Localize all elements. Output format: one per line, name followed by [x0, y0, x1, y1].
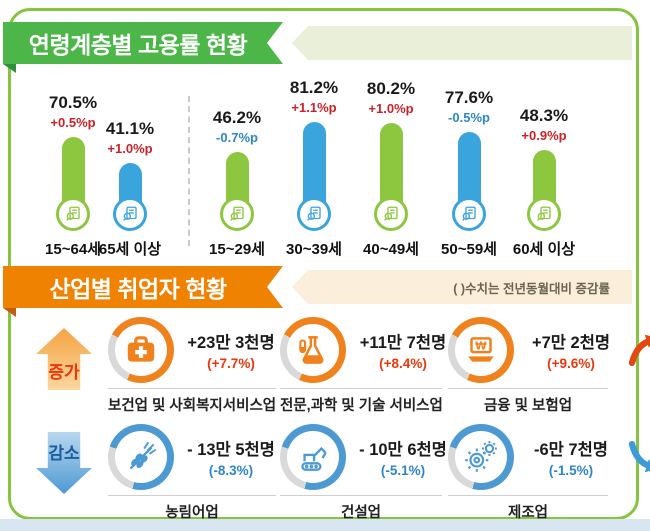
bar-col-50-59: 77.6% -0.5%p 50~59세: [427, 78, 511, 258]
excavator-icon: [280, 424, 346, 490]
bar-label: 65세 이상: [98, 241, 162, 258]
report-magnifier-icon: [297, 197, 331, 231]
industry-change: (-1.5%): [548, 463, 594, 478]
industry-label: 전문,과학 및 기술 서비스업: [280, 398, 443, 414]
medical-bag-icon: [108, 317, 174, 383]
report-magnifier-icon: [220, 197, 254, 231]
bar-capsule: [113, 163, 147, 231]
bar-col-30-39: 81.2% +1.1%p 30~39세: [272, 78, 356, 258]
bar-col-65plus: 41.1% +1.0%p 65세 이상: [88, 78, 172, 258]
industry-change: (+9.6%): [547, 356, 595, 371]
industry-change: (-8.3%): [208, 463, 254, 478]
industry-value: +7만 2천명: [531, 334, 611, 352]
report-magnifier-icon: [113, 197, 147, 231]
svg-text:₩: ₩: [475, 340, 487, 352]
industry-value: +23만 3천명: [187, 334, 275, 352]
age-section-title: 연령계층별 고용률 현황: [28, 32, 248, 58]
industry-label: 제조업: [507, 505, 549, 521]
report-magnifier-icon: [527, 197, 561, 231]
bar-group-divider: [188, 96, 190, 246]
card-divider: [108, 388, 276, 389]
bar-value: 46.2%: [212, 108, 262, 127]
bar-col-60plus: 48.3% +0.9%p 60세 이상: [502, 78, 586, 258]
industry-label: 건설업: [340, 505, 382, 521]
outer-border: [8, 8, 639, 520]
industry-card-agriculture: - 13만 5천명 (-8.3%) 농림어업: [108, 424, 319, 522]
bar-value: 41.1%: [105, 119, 155, 138]
report-magnifier-icon: [452, 197, 486, 231]
bar-capsule: [452, 132, 486, 231]
industry-banner-strip: ( )수치는 전년동월대비 증감률: [292, 270, 632, 304]
industry-section-title: 산업별 취업자 현황: [49, 276, 227, 302]
bar-label: 30~39세: [286, 241, 342, 258]
bar-label: 40~49세: [363, 241, 419, 258]
bar-col-40-49: 80.2% +1.0%p 40~49세: [349, 78, 433, 258]
increase-label: 증가: [48, 362, 80, 382]
industry-card-construction: - 10만 6천명 (-5.1%) 건설업: [280, 424, 491, 522]
industry-value: +11만 7천명: [359, 334, 447, 352]
industry-card-science: +11만 7천명 (+8.4%) 전문,과학 및 기술 서비스업: [280, 317, 491, 415]
card-divider: [108, 495, 276, 496]
industry-value: - 10만 6천명: [359, 441, 447, 459]
bar-change: -0.7%p: [216, 130, 258, 145]
bar-capsule: [56, 137, 90, 231]
bar-change: +0.5%p: [50, 115, 96, 130]
down-trend-arrow-icon: [628, 441, 650, 473]
bar-capsule: [374, 123, 408, 231]
bar-capsule: [297, 122, 331, 231]
up-trend-arrow-icon: [628, 334, 650, 366]
bar-value: 48.3%: [519, 106, 569, 125]
industry-card-health: +23만 3천명 (+7.7%) 보건업 및 사회복지서비스업: [108, 317, 319, 415]
bar-value: 70.5%: [48, 93, 98, 112]
bar-value: 81.2%: [289, 78, 339, 97]
card-divider: [280, 388, 442, 389]
report-magnifier-icon: [56, 197, 90, 231]
wheat-icon: [108, 424, 174, 490]
bar-label: 50~59세: [441, 241, 497, 258]
industry-value: -6만 7천명: [534, 441, 608, 459]
gears-icon: [448, 424, 514, 490]
bar-label: 60세 이상: [512, 241, 576, 258]
bar-change: +1.0%p: [107, 141, 153, 156]
bar-capsule: [220, 152, 254, 231]
industry-change: (+8.4%): [379, 356, 427, 371]
age-section-banner: 연령계층별 고용률 현황: [3, 22, 283, 64]
bar-change: +1.0%p: [368, 101, 414, 116]
bar-value: 80.2%: [366, 79, 416, 98]
bar-col-15-64: 70.5% +0.5%p 15~64세: [31, 78, 115, 258]
age-banner-fold: [3, 64, 16, 73]
decrease-label: 감소: [48, 443, 80, 463]
industry-banner-fold: [3, 308, 16, 317]
report-magnifier-icon: [374, 197, 408, 231]
card-divider: [280, 495, 442, 496]
industry-label: 농림어업: [165, 505, 219, 521]
laptop-won-icon: ₩: [448, 317, 514, 383]
bar-change: -0.5%p: [448, 110, 490, 125]
bar-capsule: [527, 150, 561, 231]
industry-card-manufacturing: -6만 7천명 (-1.5%) 제조업: [448, 424, 650, 522]
card-divider: [448, 388, 608, 389]
bar-label: 15~29세: [209, 241, 265, 258]
bar-value: 77.6%: [444, 88, 494, 107]
industry-label: 보건업 및 사회복지서비스업: [108, 398, 277, 414]
bar-col-15-29: 46.2% -0.7%p 15~29세: [195, 78, 279, 258]
industry-change: (+7.7%): [207, 356, 255, 371]
card-divider: [448, 495, 608, 496]
bottom-strip: [0, 519, 650, 531]
bar-change: +1.1%p: [291, 100, 337, 115]
industry-change: (-5.1%): [380, 463, 426, 478]
industry-card-finance: ₩ +7만 2천명 (+9.6%) 금융 및 보험업: [448, 317, 650, 415]
bar-label: 15~64세: [45, 241, 101, 258]
age-banner-strip: [292, 26, 632, 60]
bar-change: +0.9%p: [521, 128, 567, 143]
industry-note: ( )수치는 전년동월대비 증감률: [453, 281, 610, 296]
industry-value: - 13만 5천명: [187, 441, 275, 459]
industry-label: 금융 및 보험업: [483, 398, 573, 414]
flask-icon: [280, 317, 346, 383]
industry-section-banner: 산업별 취업자 현황: [3, 266, 283, 308]
